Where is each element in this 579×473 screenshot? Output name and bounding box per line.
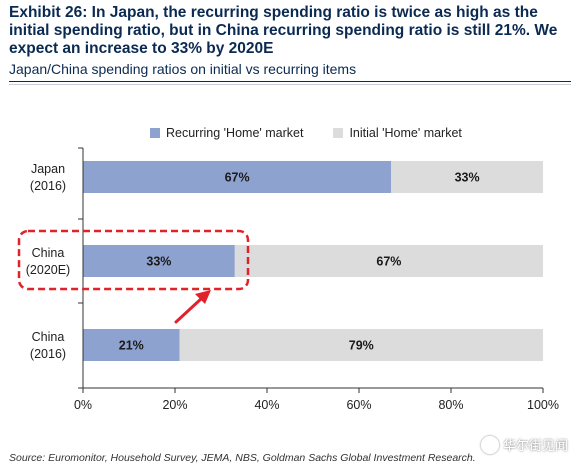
chart-title: Exhibit 26: In Japan, the recurring spen… <box>9 4 558 57</box>
bar-segment <box>83 329 180 361</box>
bar-segment <box>391 161 543 193</box>
watermark: 华尔街见闻 <box>481 435 568 454</box>
bar-value-label: 33% <box>146 255 171 269</box>
bar-value-label: 67% <box>225 171 250 185</box>
watermark-icon <box>481 435 499 454</box>
bar-value-label: 21% <box>119 339 144 353</box>
category-label: (2020E) <box>26 263 70 277</box>
watermark-text: 华尔街见闻 <box>503 439 569 454</box>
bar-value-label: 33% <box>455 171 480 185</box>
bar-segment <box>83 245 235 277</box>
x-tick-label: 60% <box>346 398 371 412</box>
bar-segment <box>83 161 392 193</box>
x-tick-label: 40% <box>254 398 279 412</box>
source-note: Source: Euromonitor, Household Survey, J… <box>9 452 476 464</box>
category-label: (2016) <box>30 179 66 193</box>
x-tick-label: 80% <box>438 398 463 412</box>
highlight-arrow-shaft <box>174 296 204 324</box>
highlight-box <box>17 229 250 291</box>
category-label: China <box>32 246 65 260</box>
chart-subtitle: Japan/China spending ratios on initial v… <box>9 61 357 77</box>
legend-swatch-initial <box>333 128 344 138</box>
chart-legend: Recurring 'Home' market Initial 'Home' m… <box>150 126 492 140</box>
x-tick-label: 0% <box>74 398 92 412</box>
title-divider <box>9 81 571 82</box>
highlight-arrow-head <box>195 290 211 304</box>
bar-value-label: 79% <box>349 339 374 353</box>
title-divider-secondary <box>9 84 571 85</box>
legend-label-recurring: Recurring 'Home' market <box>166 126 304 140</box>
bar-value-label: 67% <box>376 255 401 269</box>
legend-item-initial: Initial 'Home' market <box>333 126 462 140</box>
category-label: China <box>32 330 65 344</box>
x-tick-label: 20% <box>162 398 187 412</box>
legend-item-recurring: Recurring 'Home' market <box>150 126 303 140</box>
legend-label-initial: Initial 'Home' market <box>349 126 462 140</box>
legend-swatch-recurring <box>150 128 160 138</box>
bar-segment <box>179 329 543 361</box>
bar-segment <box>234 245 544 277</box>
x-tick-label: 100% <box>527 398 559 412</box>
category-label: (2016) <box>30 347 66 361</box>
category-label: Japan <box>31 162 65 176</box>
